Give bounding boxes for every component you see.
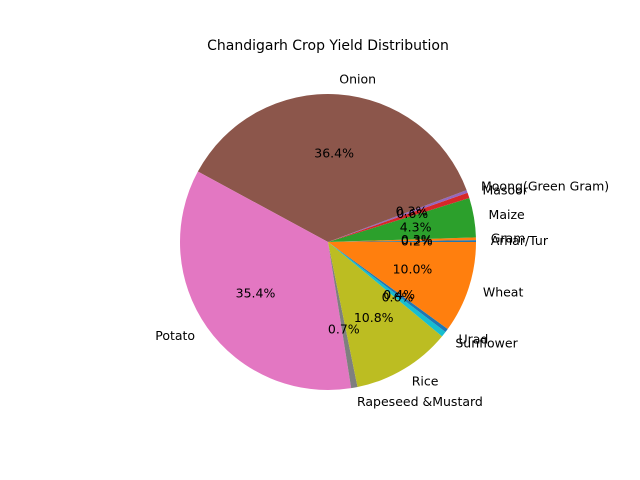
slice-percent-sunflower: 0.6% (382, 289, 414, 304)
slice-label-rice: Rice (412, 374, 439, 389)
slice-potato (179, 171, 352, 391)
slice-label-moong-green-gram: Moong(Green Gram) (481, 178, 609, 193)
pie-labels: Arhar/Tur 0.2% Gram 0.3% Maize 4.3% Masoor 0.6%… (155, 72, 609, 410)
slice-wheat (328, 242, 476, 329)
chart-title: Chandigarh Crop Yield Distribution (207, 38, 449, 54)
pie-slices (179, 93, 476, 391)
slice-rapeseed-mustard (328, 242, 358, 389)
slice-urad (328, 242, 448, 332)
slice-label-urad: Urad (458, 331, 488, 346)
slice-percent-potato: 35.4% (236, 285, 276, 300)
slice-label-onion: Onion (339, 72, 376, 87)
slice-masoor (328, 192, 470, 242)
slice-label-sunflower: Sunflower (455, 335, 518, 350)
slice-percent-masoor: 0.6% (396, 206, 428, 221)
slice-percent-maize: 4.3% (400, 219, 432, 234)
slice-label-gram: Gram (491, 230, 526, 245)
slice-sunflower (328, 242, 446, 337)
slice-label-potato: Potato (155, 328, 195, 343)
slice-label-arhar-tur: Arhar/Tur (491, 233, 549, 248)
slice-label-wheat: Wheat (483, 284, 524, 299)
slice-percent-gram: 0.3% (401, 232, 433, 247)
slice-rice (328, 242, 443, 388)
slice-label-masoor: Masoor (483, 183, 529, 198)
slice-arhar-tur (328, 240, 476, 242)
slice-percent-wheat: 10.0% (393, 261, 433, 276)
slice-label-maize: Maize (489, 207, 525, 222)
slice-label-rapeseed-mustard: Rapeseed &Mustard (357, 394, 483, 409)
slice-percent-urad: 0.4% (383, 287, 415, 302)
slice-percent-rapeseed-mustard: 0.7% (328, 321, 360, 336)
slice-percent-moong-green-gram: 0.3% (396, 204, 428, 219)
slice-percent-arhar-tur: 0.2% (401, 233, 433, 248)
slice-gram (328, 237, 476, 242)
slice-onion (197, 93, 467, 243)
slice-percent-onion: 36.4% (314, 145, 354, 160)
slice-moong-green-gram (328, 190, 468, 242)
slice-maize (328, 198, 476, 242)
slice-percent-rice: 10.8% (354, 310, 394, 325)
